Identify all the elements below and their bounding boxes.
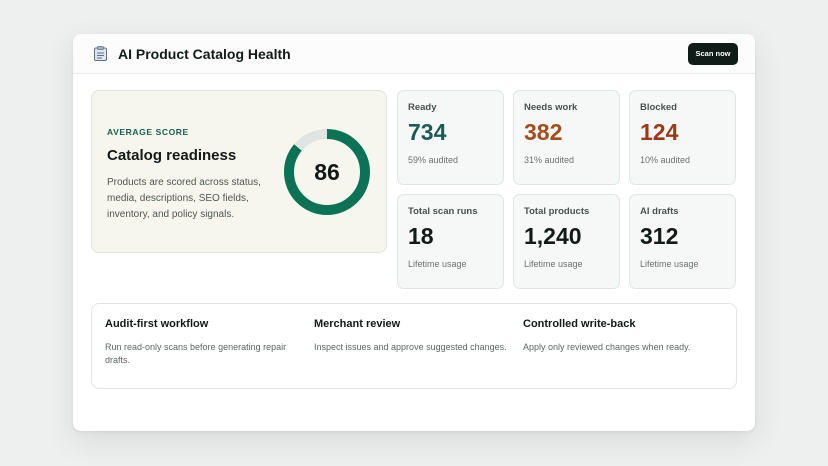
stat-card-total-scan-runs: Total scan runs 18 Lifetime usage <box>397 194 504 289</box>
stat-card-total-products: Total products 1,240 Lifetime usage <box>513 194 620 289</box>
stat-label: Blocked <box>640 102 677 113</box>
stat-card-ai-drafts: AI drafts 312 Lifetime usage <box>629 194 736 289</box>
scan-now-button[interactable]: Scan now <box>688 42 738 65</box>
score-gauge <box>284 129 370 215</box>
score-value: 86 <box>314 158 340 185</box>
workflow-description: Inspect issues and approve suggested cha… <box>314 342 507 352</box>
score-description: Products are scored across status, media… <box>107 177 261 220</box>
app-header: AI Product Catalog Health Scan now <box>73 34 755 74</box>
gauge-fill <box>284 129 370 215</box>
workflow-description: Run read-only scans before generating re… <box>105 342 287 365</box>
stat-value: 18 <box>408 223 434 249</box>
stat-value: 312 <box>640 223 679 249</box>
page-title: AI Product Catalog Health <box>118 45 291 62</box>
stat-value: 1,240 <box>524 223 582 249</box>
stat-sub: Lifetime usage <box>524 259 583 269</box>
workflow-title: Merchant review <box>314 318 401 330</box>
stat-sub: Lifetime usage <box>408 259 467 269</box>
stat-sub: 31% audited <box>524 155 575 165</box>
stat-card-needs-work: Needs work 382 31% audited <box>513 90 620 185</box>
stat-card-blocked: Blocked 124 10% audited <box>629 90 736 185</box>
workflow-item-audit-first: Audit-first workflow Run read-only scans… <box>105 318 305 367</box>
stat-sub: Lifetime usage <box>640 259 699 269</box>
stat-label: AI drafts <box>640 206 679 217</box>
stat-value: 124 <box>640 119 679 145</box>
catalog-clipboard-icon <box>94 46 107 61</box>
workflow-item-merchant-review: Merchant review Inspect issues and appro… <box>314 318 514 354</box>
stat-value: 734 <box>408 119 447 145</box>
average-score-card: AVERAGE SCORE Catalog readiness Products… <box>91 90 387 253</box>
stat-label: Total products <box>524 206 590 217</box>
workflow-title: Controlled write-back <box>523 318 636 330</box>
workflow-item-controlled-write-back: Controlled write-back Apply only reviewe… <box>523 318 723 354</box>
workflow-panel: Audit-first workflow Run read-only scans… <box>91 303 737 389</box>
score-heading: Catalog readiness <box>107 147 237 164</box>
workflow-description: Apply only reviewed changes when ready. <box>523 342 691 352</box>
stat-value: 382 <box>524 119 563 145</box>
stat-label: Needs work <box>524 102 578 113</box>
score-eyebrow: AVERAGE SCORE <box>107 127 189 137</box>
stat-sub: 10% audited <box>640 155 691 165</box>
stat-label: Ready <box>408 102 437 113</box>
app-window: AI Product Catalog Health Scan now AVERA… <box>73 34 755 431</box>
stat-card-ready: Ready 734 59% audited <box>397 90 504 185</box>
stat-label: Total scan runs <box>408 206 478 217</box>
workflow-title: Audit-first workflow <box>105 318 209 330</box>
stat-sub: 59% audited <box>408 155 459 165</box>
